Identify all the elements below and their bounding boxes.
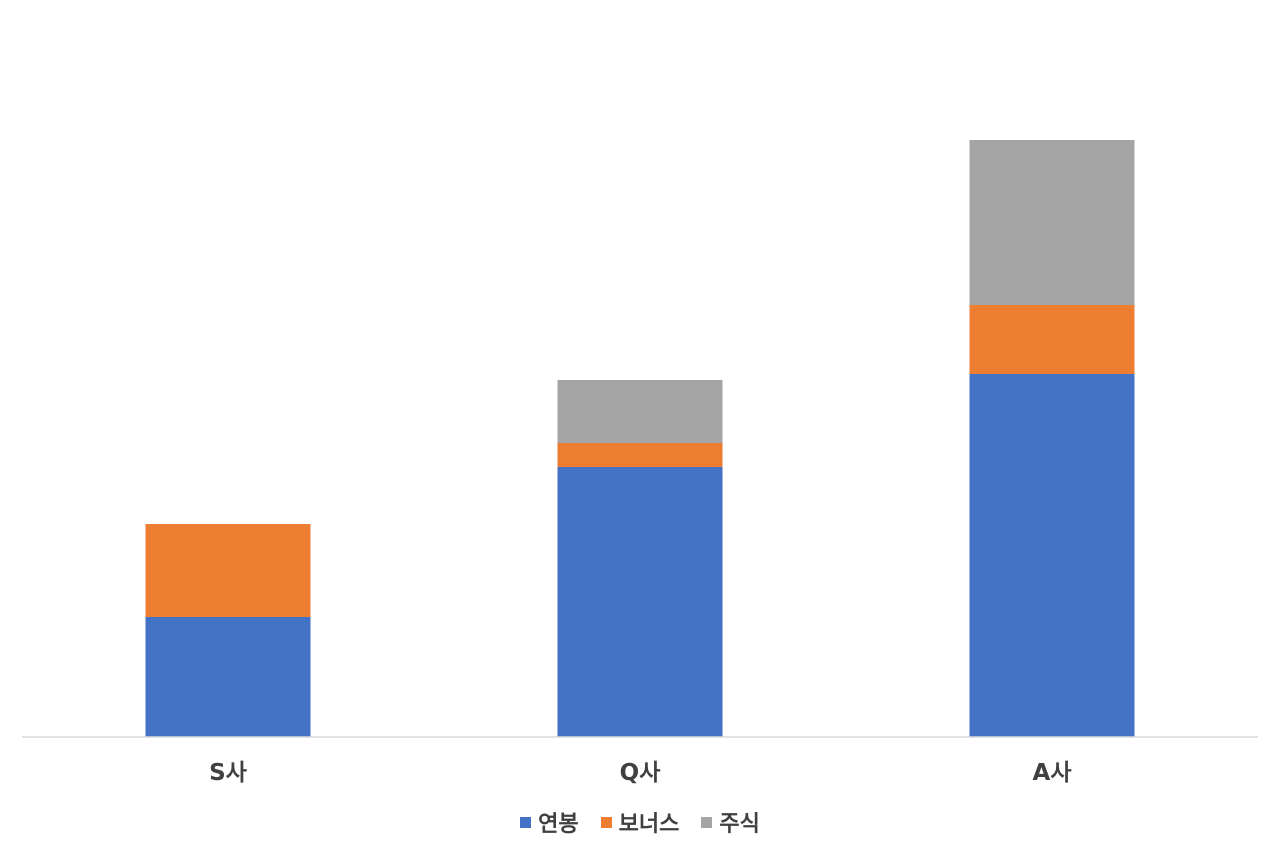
x-tick-label: S사 — [209, 760, 247, 786]
legend-item: 연봉 — [520, 806, 579, 838]
x-tick-labels: S사 Q사 A사 — [209, 760, 1071, 786]
legend-swatch — [520, 816, 532, 828]
bar-segment-1-1 — [557, 443, 723, 467]
x-tick-label: Q사 — [620, 760, 661, 786]
legend-swatch — [701, 816, 713, 828]
legend-swatch — [600, 816, 612, 828]
x-tick-label: A사 — [1033, 760, 1072, 786]
legend-label: 주식 — [719, 812, 760, 837]
bar-segment-1-0 — [557, 467, 723, 737]
bar-segment-0-0 — [145, 617, 311, 737]
bar-segment-0-1 — [145, 524, 311, 617]
legend-item: 보너스 — [600, 806, 680, 838]
bar-segment-2-0 — [969, 374, 1135, 737]
bar-segment-1-2 — [557, 380, 723, 443]
bar-segment-2-1 — [969, 305, 1135, 374]
legend-label: 보너스 — [618, 812, 680, 837]
legend: 연봉 보너스 주식 — [0, 806, 1280, 838]
legend-item: 주식 — [701, 806, 760, 838]
bar-segment-2-2 — [969, 140, 1135, 305]
bars-layer — [145, 140, 1135, 737]
legend-label: 연봉 — [538, 812, 579, 837]
